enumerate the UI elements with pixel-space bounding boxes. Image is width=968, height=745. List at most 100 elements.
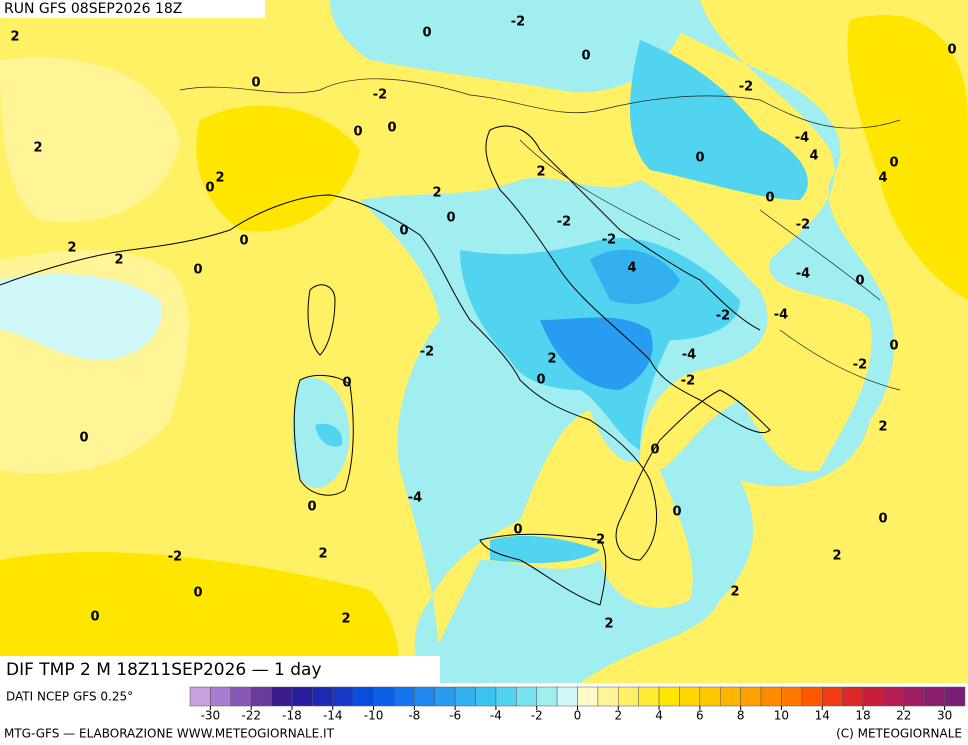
contour-label: 2 xyxy=(730,585,739,600)
colorbar-swatch xyxy=(781,686,803,707)
title-box xyxy=(0,656,440,684)
contour-label: 0 xyxy=(855,274,864,289)
colorbar-swatch xyxy=(250,686,272,707)
footer-left: MTG-GFS — ELABORAZIONE WWW.METEOGIORNALE… xyxy=(4,727,335,741)
colorbar-swatch xyxy=(230,686,252,707)
colorbar-label: 30 xyxy=(937,709,952,723)
contour-label: -4 xyxy=(796,267,810,282)
contour-label: -2 xyxy=(602,233,616,248)
footer-right: (C) METEOGIORNALE xyxy=(836,727,962,741)
colorbar-swatch xyxy=(944,686,966,707)
contour-label: 0 xyxy=(947,43,956,58)
contour-label: -4 xyxy=(408,491,422,506)
colorbar-label: -18 xyxy=(282,709,302,723)
colorbar-swatch xyxy=(923,686,945,707)
contour-label: -2 xyxy=(591,533,605,548)
contour-label: 2 xyxy=(547,352,556,367)
contour-label: 4 xyxy=(809,149,818,164)
contour-label: 0 xyxy=(193,263,202,278)
colorbar-swatch xyxy=(271,686,293,707)
contour-label: 2 xyxy=(215,171,224,186)
contour-label: 0 xyxy=(695,151,704,166)
contour-label: -2 xyxy=(796,218,810,233)
colorbar-label: 10 xyxy=(774,709,789,723)
colorbar-label: -2 xyxy=(531,709,543,723)
contour-label: 0 xyxy=(193,586,202,601)
colorbar-swatch xyxy=(291,686,313,707)
colorbar-label: -4 xyxy=(490,709,502,723)
colorbar-swatch xyxy=(312,686,334,707)
contour-label: -2 xyxy=(716,309,730,324)
colorbar-swatch xyxy=(903,686,925,707)
colorbar-label: 0 xyxy=(574,709,582,723)
contour-label: 2 xyxy=(432,186,441,201)
contour-label: -2 xyxy=(739,80,753,95)
contour-label: 0 xyxy=(422,26,431,41)
contour-label: 0 xyxy=(536,373,545,388)
colorbar-swatch xyxy=(536,686,558,707)
contour-label: -2 xyxy=(420,345,434,360)
colorbar-label: -6 xyxy=(449,709,461,723)
colorbar-swatch xyxy=(516,686,537,707)
contour-label: -2 xyxy=(853,358,867,373)
colorbar-swatch xyxy=(801,686,823,707)
source-label: DATI NCEP GFS 0.25° xyxy=(6,690,133,704)
colorbar-swatch xyxy=(883,686,905,707)
colorbar-swatch xyxy=(495,686,517,707)
colorbar-swatch xyxy=(393,686,415,707)
contour-label: -4 xyxy=(774,308,788,323)
contour-label: 2 xyxy=(33,141,42,156)
colorbar-label: -14 xyxy=(323,709,343,723)
contour-label: 0 xyxy=(251,76,260,91)
colorbar-label: -22 xyxy=(241,709,261,723)
contour-label: 2 xyxy=(318,547,327,562)
contour-label: 0 xyxy=(353,125,362,140)
contour-label: 0 xyxy=(307,500,316,515)
map-title: DIF TMP 2 M 18Z11SEP2026 — 1 day xyxy=(6,660,322,680)
colorbar-label: 14 xyxy=(815,709,830,723)
contour-label: 2 xyxy=(878,420,887,435)
colorbar-swatch xyxy=(373,686,395,707)
colorbar-swatch xyxy=(720,686,741,707)
colorbar-swatch xyxy=(454,686,476,707)
contour-label: -2 xyxy=(168,550,182,565)
contour-label: 2 xyxy=(67,241,76,256)
colorbar-label: -8 xyxy=(408,709,420,723)
contour-label: 2 xyxy=(604,617,613,632)
contour-label: 4 xyxy=(627,261,636,276)
colorbar-label: 4 xyxy=(655,709,663,723)
contour-label: 0 xyxy=(650,443,659,458)
contour-label: 0 xyxy=(513,523,522,538)
colorbar-swatch xyxy=(658,686,680,707)
colorbar-swatch xyxy=(475,686,497,707)
colorbar-swatch xyxy=(821,686,843,707)
colorbar-swatch xyxy=(740,686,762,707)
colorbar-swatch xyxy=(842,686,864,707)
colorbar-label: 22 xyxy=(896,709,911,723)
contour-label: 0 xyxy=(889,156,898,171)
colorbar-swatch xyxy=(352,686,374,707)
contour-label: 0 xyxy=(90,610,99,625)
colorbar-swatch xyxy=(210,686,232,707)
contour-label: 2 xyxy=(536,165,545,180)
contour-label: 0 xyxy=(446,211,455,226)
contour-label: -4 xyxy=(682,348,696,363)
colorbar-swatch xyxy=(618,686,639,707)
colorbar-label: 18 xyxy=(855,709,870,723)
colorbar-label: -10 xyxy=(364,709,384,723)
colorbar-swatch xyxy=(577,686,599,707)
colorbar-swatch xyxy=(862,686,884,707)
contour-label: -2 xyxy=(557,215,571,230)
run-label: RUN GFS 08SEP2026 18Z xyxy=(4,1,182,17)
colorbar-label: -30 xyxy=(201,709,221,723)
contour-label: 0 xyxy=(79,431,88,446)
colorbar-swatch xyxy=(434,686,456,707)
contour-label: -2 xyxy=(681,374,695,389)
colorbar-swatch xyxy=(638,686,660,707)
contour-label: -4 xyxy=(795,131,809,146)
colorbar-label: 6 xyxy=(696,709,704,723)
colorbar-swatch xyxy=(414,686,435,707)
contour-label: 0 xyxy=(205,181,214,196)
